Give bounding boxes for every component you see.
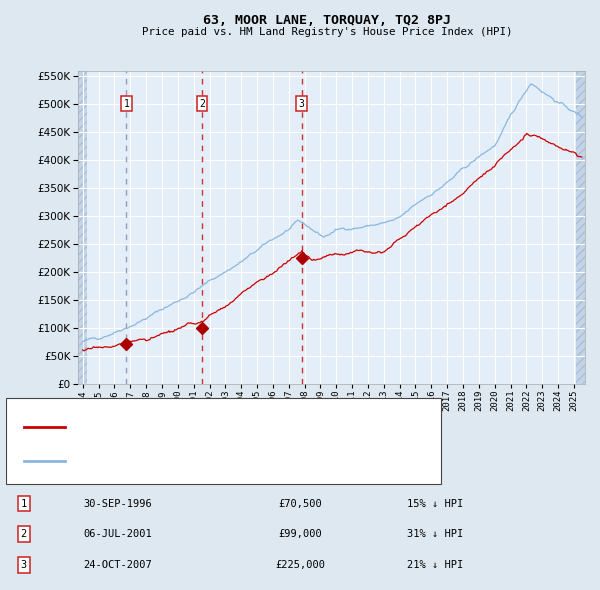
Text: 63, MOOR LANE, TORQUAY, TQ2 8PJ: 63, MOOR LANE, TORQUAY, TQ2 8PJ [203, 14, 451, 27]
Text: 06-JUL-2001: 06-JUL-2001 [83, 529, 152, 539]
Text: 24-OCT-2007: 24-OCT-2007 [83, 560, 152, 570]
Text: 21% ↓ HPI: 21% ↓ HPI [407, 560, 463, 570]
Text: 63, MOOR LANE, TORQUAY, TQ2 8PJ (detached house): 63, MOOR LANE, TORQUAY, TQ2 8PJ (detache… [77, 422, 377, 432]
Text: £225,000: £225,000 [275, 560, 325, 570]
Text: 2: 2 [20, 529, 27, 539]
Text: 3: 3 [20, 560, 27, 570]
Text: £99,000: £99,000 [278, 529, 322, 539]
Text: 1: 1 [20, 499, 27, 509]
Text: 15% ↓ HPI: 15% ↓ HPI [407, 499, 463, 509]
Text: Price paid vs. HM Land Registry's House Price Index (HPI): Price paid vs. HM Land Registry's House … [142, 28, 512, 37]
Text: 1: 1 [124, 99, 129, 109]
Text: HPI: Average price, detached house, Torbay: HPI: Average price, detached house, Torb… [77, 457, 339, 466]
Text: £70,500: £70,500 [278, 499, 322, 509]
Text: 31% ↓ HPI: 31% ↓ HPI [407, 529, 463, 539]
Text: 30-SEP-1996: 30-SEP-1996 [83, 499, 152, 509]
Text: 3: 3 [299, 99, 304, 109]
FancyBboxPatch shape [6, 398, 441, 484]
Text: 2: 2 [199, 99, 205, 109]
